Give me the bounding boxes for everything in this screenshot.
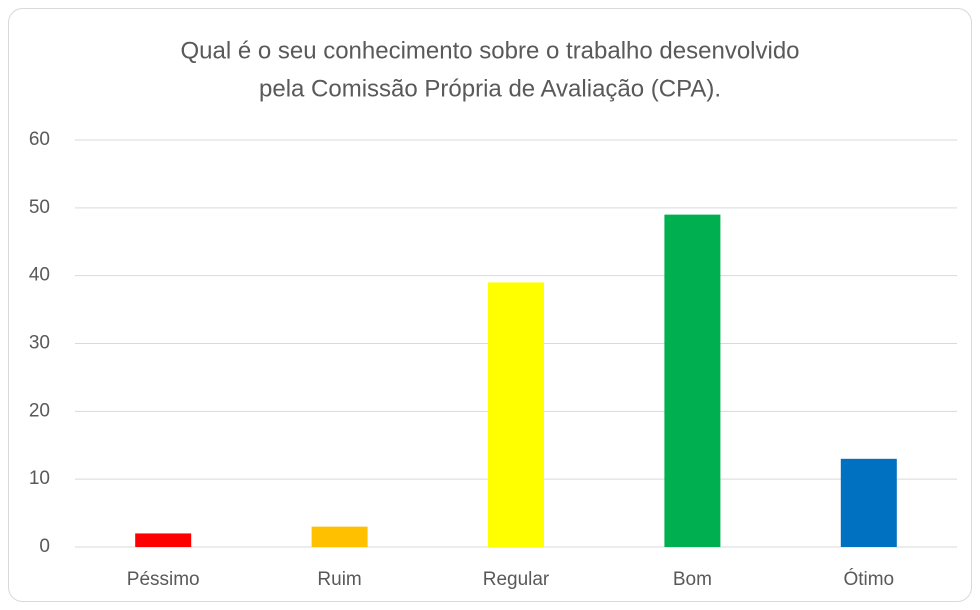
x-tick-label: Ruim: [317, 569, 361, 590]
y-tick-label: 20: [29, 400, 50, 421]
chart-title: pela Comissão Própria de Avaliação (CPA)…: [259, 75, 721, 102]
x-tick-label: Ótimo: [843, 568, 894, 590]
chart-title: Qual é o seu conhecimento sobre o trabal…: [180, 37, 799, 64]
bar: [664, 214, 721, 547]
bar: [311, 526, 368, 547]
bar: [488, 282, 544, 547]
y-tick-label: 10: [29, 468, 50, 489]
x-tick-label: Péssimo: [127, 569, 200, 590]
y-tick-label: 50: [29, 197, 50, 218]
x-tick-label: Regular: [483, 569, 550, 590]
y-tick-label: 60: [29, 129, 50, 150]
y-tick-label: 40: [29, 265, 50, 286]
bar: [135, 533, 192, 547]
y-tick-label: 30: [29, 333, 50, 354]
x-tick-label: Bom: [673, 569, 712, 590]
y-tick-label: 0: [39, 536, 50, 557]
bar: [840, 458, 897, 547]
